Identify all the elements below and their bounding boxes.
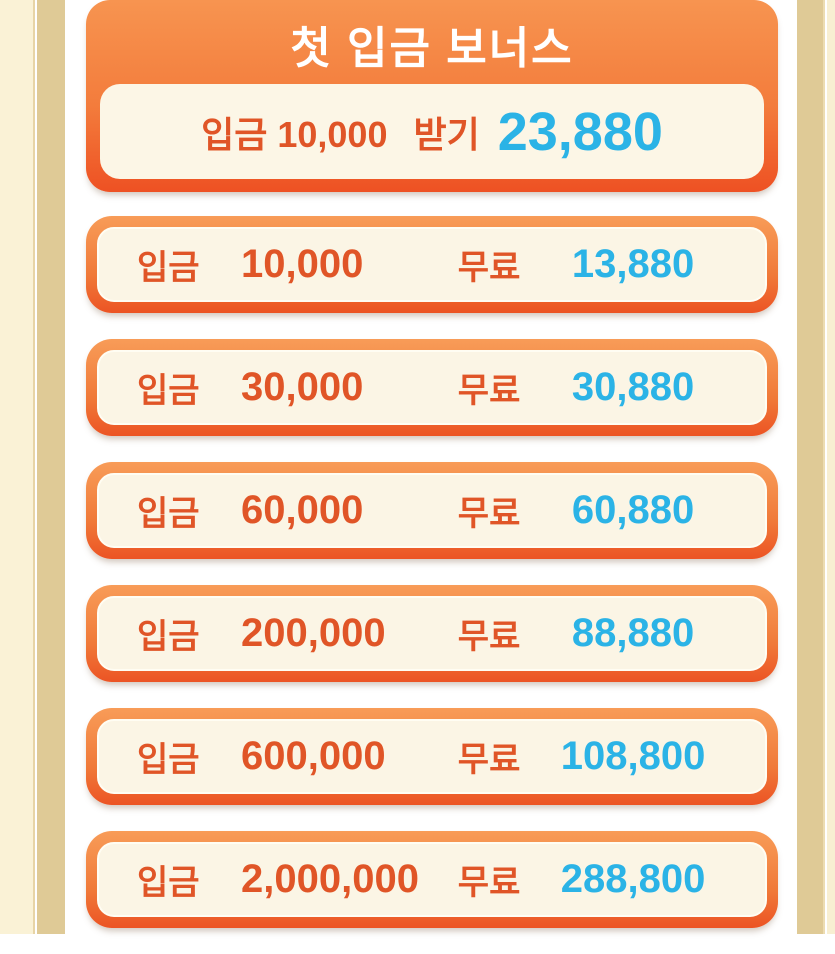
free-label: 무료 [457, 864, 521, 902]
deposit-tier-inner: 입금 60,000 무료 60,880 [97, 473, 767, 548]
bonus-value: 13,880 [571, 242, 695, 286]
panel-title: 첫 입금 보너스 [290, 24, 574, 73]
free-label: 무료 [457, 741, 521, 779]
deposit-tier-inner: 입금 200,000 무료 88,880 [97, 596, 767, 671]
deposit-tier-card[interactable]: 입금 10,000 무료 13,880 [86, 216, 778, 313]
bonus-value: 60,880 [571, 488, 695, 532]
first-deposit-bonus-card: 첫 입금 보너스 입금 10,000 받기 23,880 [86, 0, 778, 192]
deposit-label: 입금 [137, 495, 200, 533]
deposit-amount: 10,000 [241, 242, 364, 286]
free-label: 무료 [457, 495, 521, 533]
deposit-label: 입금 [137, 864, 200, 902]
claim-bonus-value: 23,880 [497, 101, 663, 162]
left-outer-cream-stripe [0, 0, 35, 934]
free-label: 무료 [457, 372, 521, 410]
deposit-tier-inner: 입금 2,000,000 무료 288,800 [97, 842, 767, 917]
deposit-amount: 30,000 [241, 365, 364, 409]
bonus-panel: 첫 입금 보너스 입금 10,000 받기 23,880 입금 10,000 무… [86, 0, 778, 954]
deposit-tier-card[interactable]: 입금 60,000 무료 60,880 [86, 462, 778, 559]
claim-deposit-word: 입금 [201, 113, 268, 155]
deposit-label: 입금 [137, 372, 200, 410]
free-label: 무료 [457, 249, 521, 287]
deposit-amount: 600,000 [241, 734, 386, 778]
right-outer-cream-stripe [827, 0, 835, 934]
claim-action-label: 받기 [413, 113, 480, 155]
left-tan-stripe [37, 0, 65, 934]
deposit-label: 입금 [137, 618, 200, 656]
deposit-tier-card[interactable]: 입금 200,000 무료 88,880 [86, 585, 778, 682]
bonus-value: 288,800 [560, 857, 706, 901]
bonus-value: 108,800 [560, 734, 706, 778]
deposit-tier-card[interactable]: 입금 30,000 무료 30,880 [86, 339, 778, 436]
deposit-tier-inner: 입금 30,000 무료 30,880 [97, 350, 767, 425]
deposit-label: 입금 [137, 249, 200, 287]
deposit-tier-inner: 입금 10,000 무료 13,880 [97, 227, 767, 302]
free-label: 무료 [457, 618, 521, 656]
deposit-tier-card[interactable]: 입금 2,000,000 무료 288,800 [86, 831, 778, 928]
deposit-tier-inner: 입금 600,000 무료 108,800 [97, 719, 767, 794]
deposit-amount: 60,000 [241, 488, 364, 532]
deposit-amount: 2,000,000 [241, 857, 419, 901]
right-tan-stripe [797, 0, 825, 934]
deposit-tier-card[interactable]: 입금 600,000 무료 108,800 [86, 708, 778, 805]
claim-deposit-label: 입금 10,000 [201, 106, 387, 158]
claim-deposit-amount: 10,000 [277, 113, 388, 155]
claim-bonus-button[interactable]: 입금 10,000 받기 23,880 [100, 84, 764, 179]
deposit-label: 입금 [137, 741, 200, 779]
deposit-amount: 200,000 [241, 611, 386, 655]
bonus-value: 88,880 [571, 611, 695, 655]
bonus-value: 30,880 [571, 365, 695, 409]
